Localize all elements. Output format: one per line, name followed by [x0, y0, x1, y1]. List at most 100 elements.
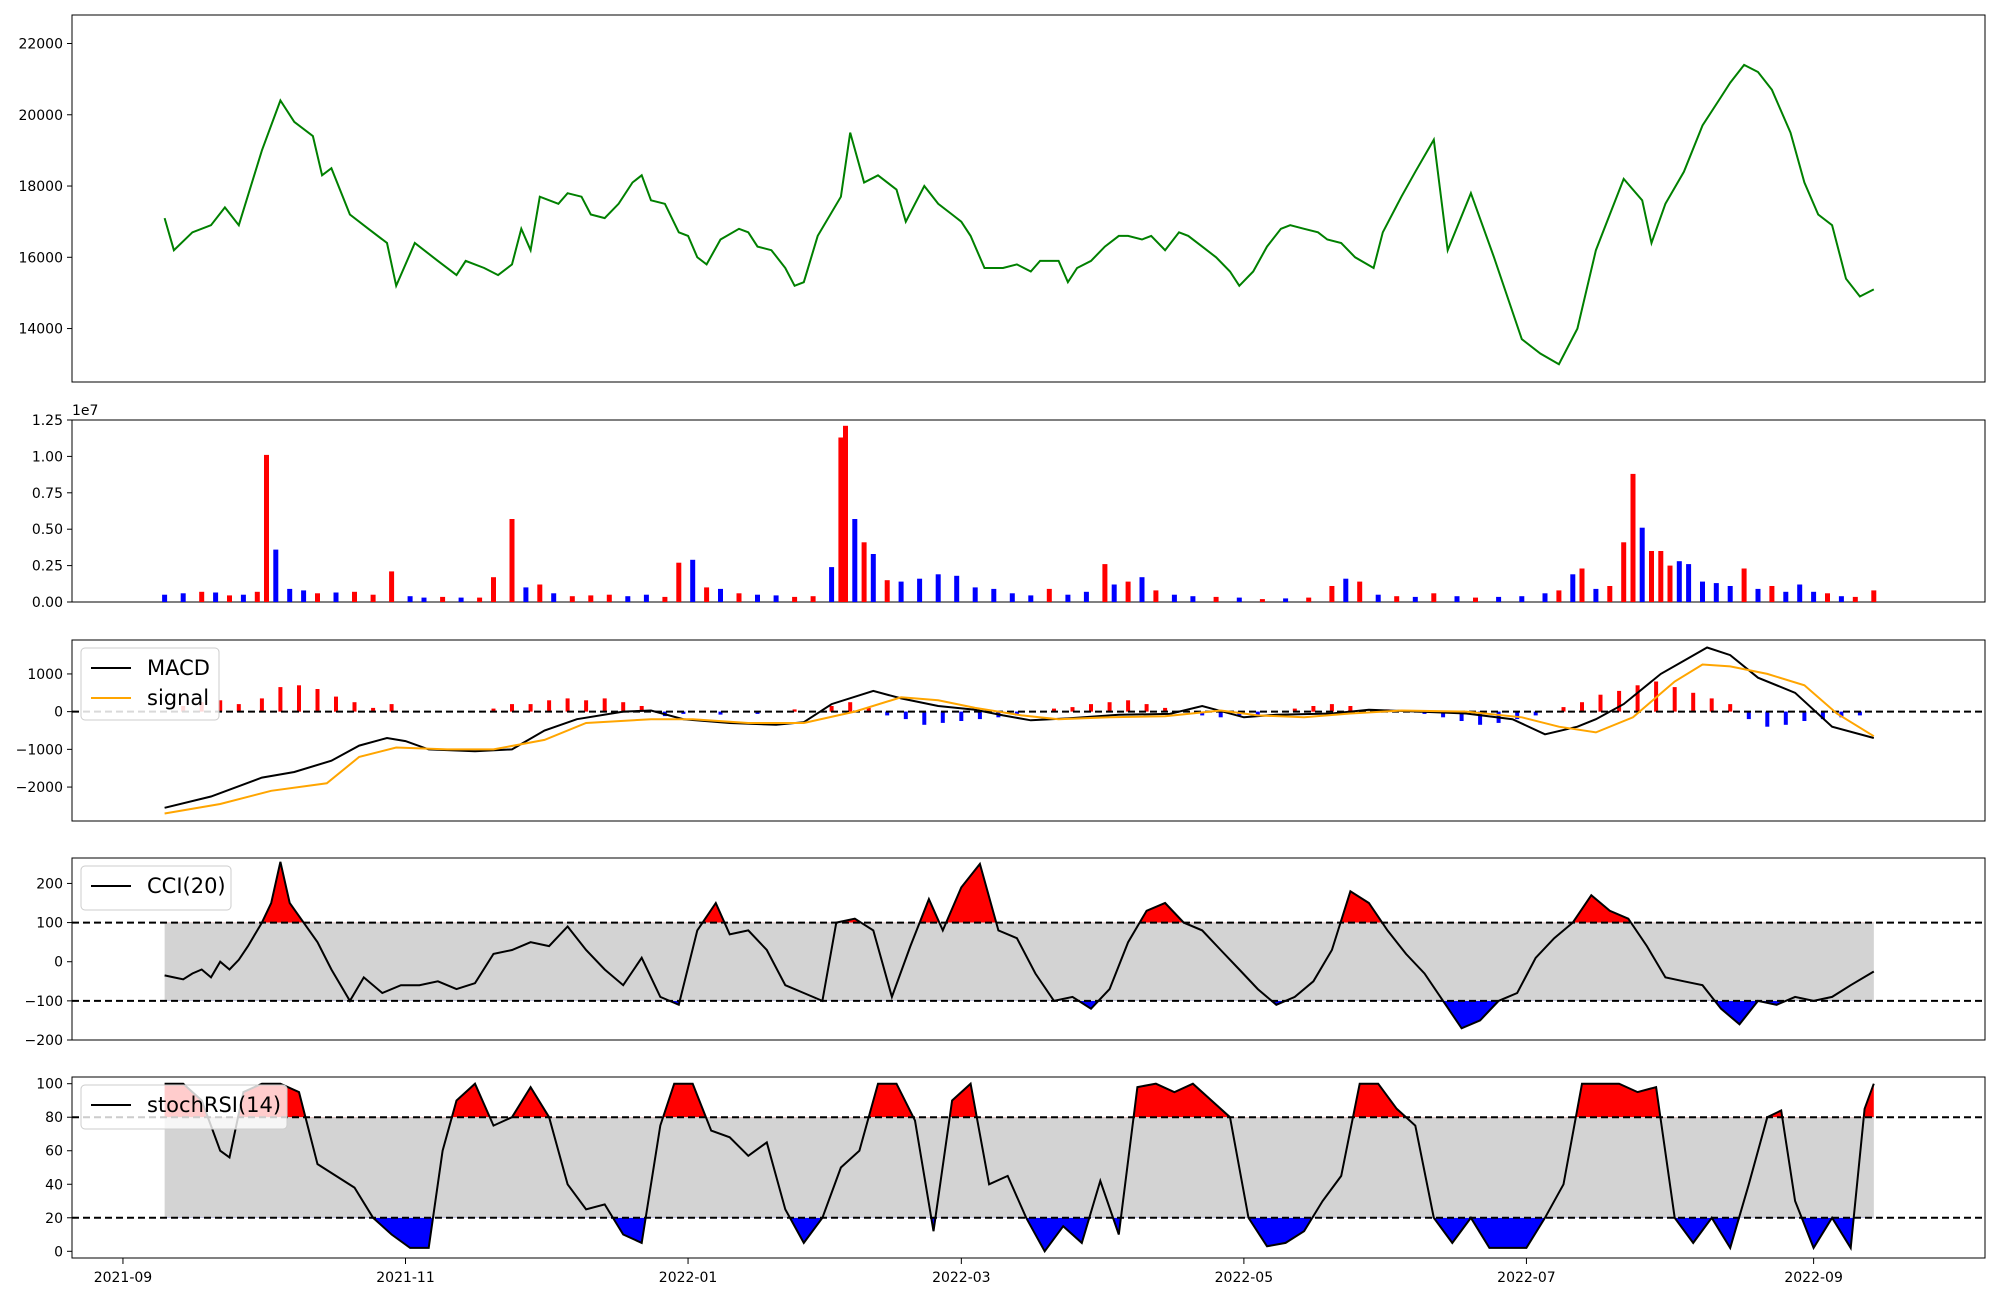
macd-histogram-bar — [1691, 692, 1696, 712]
volume-bar — [287, 588, 293, 602]
legend-label: stochRSI(14) — [147, 1093, 281, 1117]
volume-bar — [523, 587, 529, 602]
volume-bar — [1171, 594, 1177, 602]
y-tick-label: 14000 — [18, 322, 63, 338]
y-tick-label: 40 — [45, 1177, 63, 1193]
price-panel: 14000 16000 18000 20000 22000 — [18, 14, 1986, 383]
y-tick-label: 0.50 — [32, 522, 63, 538]
y-tick-label: 0.25 — [32, 559, 63, 575]
macd-histogram-bar — [922, 711, 927, 725]
neutral-band — [164, 922, 1874, 1001]
legend-box — [80, 1084, 288, 1130]
macd-histogram-bar — [1478, 711, 1483, 725]
cci-panel: −200 −100 0 100 200 CCI(20) — [25, 857, 1986, 1049]
macd-histogram-bar — [1163, 707, 1168, 712]
volume-bar — [1213, 596, 1219, 602]
macd-histogram-bar — [755, 711, 760, 714]
oscillator-line — [164, 861, 1875, 1030]
volume-bar — [1769, 586, 1775, 602]
oscillator-line — [164, 1081, 1875, 1254]
volume-bar — [829, 567, 835, 602]
macd-histogram-bar — [829, 706, 834, 712]
macd-histogram-bar — [1348, 706, 1353, 712]
macd-histogram-bar — [1672, 687, 1677, 712]
volume-bar — [1686, 564, 1692, 602]
macd-histogram-bar — [1820, 711, 1825, 720]
volume-bar — [1046, 588, 1052, 602]
macd-histogram-bar — [1617, 690, 1622, 712]
volume-bar — [1838, 596, 1844, 602]
macd-histogram-bar — [885, 711, 890, 716]
axes-frame — [71, 419, 1986, 603]
volume-bar — [1431, 593, 1437, 602]
y-tick-label: 18000 — [18, 179, 63, 195]
macd-histogram-bar — [389, 704, 394, 712]
y-tick-label: 20 — [45, 1211, 63, 1227]
volume-bar — [537, 584, 543, 602]
macd-histogram-bar — [371, 707, 376, 712]
macd-histogram-bar — [1459, 711, 1464, 721]
y-tick-label: 1.00 — [32, 449, 63, 465]
volume-bar — [676, 562, 682, 602]
volume-bar — [1700, 581, 1705, 602]
volume-bar — [884, 580, 890, 602]
y-tick-label: 20000 — [18, 108, 63, 124]
macd-histogram-bar — [903, 711, 908, 720]
macd-histogram-bar — [1144, 704, 1149, 712]
macd-histogram-bar — [1635, 685, 1640, 712]
macd-histogram-bar — [297, 685, 301, 712]
volume-bar — [1190, 596, 1196, 602]
macd-histogram-bar — [565, 698, 570, 712]
stochrsi-panel: 0 20 40 60 80 100 stochRSI(14) — [36, 1076, 1986, 1260]
volume-bar — [792, 596, 798, 602]
volume-bar — [736, 593, 742, 602]
volume-bar — [254, 591, 260, 602]
volume-bar — [662, 596, 668, 602]
volume-bar — [333, 592, 339, 602]
volume-bar — [458, 597, 464, 602]
volume-bar — [389, 571, 395, 602]
macd-line — [164, 646, 1875, 809]
y-tick-label: 80 — [45, 1110, 63, 1126]
volume-bar — [1755, 588, 1761, 602]
volume-bar — [1667, 565, 1673, 602]
volume-bar — [1259, 599, 1265, 602]
volume-bar — [704, 587, 710, 602]
volume-bar — [1009, 593, 1015, 602]
x-tick-label: 2022-05 — [1215, 1270, 1274, 1286]
macd-histogram-bar — [1255, 711, 1260, 715]
macd-histogram-bar — [584, 700, 589, 712]
volume-bar — [1028, 595, 1034, 602]
volume-bar — [1125, 581, 1131, 602]
macd-histogram-bar — [528, 704, 533, 712]
macd-histogram-bar — [1709, 698, 1714, 712]
y-tick-label: 0 — [54, 1244, 63, 1260]
y-tick-label: −1000 — [16, 742, 63, 758]
volume-bar — [1727, 586, 1733, 602]
macd-histogram-bar — [621, 702, 626, 712]
macd-histogram-bar — [510, 704, 514, 712]
volume-offset-label: 1e7 — [72, 403, 98, 419]
axes-frame — [71, 639, 1986, 822]
macd-legend: MACD signal — [80, 647, 220, 721]
volume-bar — [199, 591, 205, 602]
y-tick-label: 0.00 — [32, 595, 63, 611]
volume-bar — [1713, 583, 1719, 602]
price-line — [163, 63, 1875, 366]
volume-bar — [240, 594, 246, 602]
volume-bar — [264, 454, 269, 602]
volume-bar — [1676, 561, 1682, 602]
volume-bar — [1852, 596, 1858, 602]
macd-histogram-bar — [1218, 711, 1223, 718]
volume-bar — [588, 595, 594, 602]
volume-bar — [440, 596, 446, 602]
legend-box — [80, 865, 232, 911]
volume-bar — [273, 549, 279, 602]
y-tick-label: 16000 — [18, 250, 63, 266]
volume-bar — [1811, 591, 1817, 602]
macd-histogram-bar — [1561, 707, 1566, 712]
volume-bar — [810, 596, 816, 602]
macd-histogram-bar — [1857, 711, 1862, 716]
macd-histogram-bar — [1329, 704, 1334, 712]
y-tick-label: 100 — [36, 916, 63, 932]
